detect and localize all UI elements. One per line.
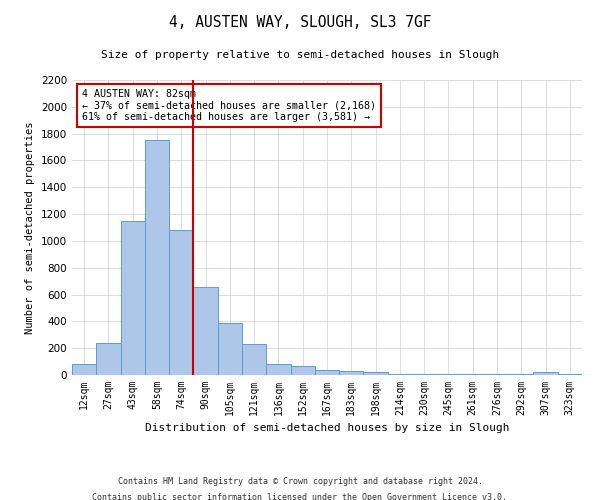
Bar [339, 371, 364, 375]
Bar [193, 286, 218, 375]
Text: 4, AUSTEN WAY, SLOUGH, SL3 7GF: 4, AUSTEN WAY, SLOUGH, SL3 7GF [169, 15, 431, 30]
Bar [218, 322, 242, 375]
Bar [485, 374, 509, 375]
Bar [72, 364, 96, 375]
Bar [533, 372, 558, 375]
Bar [169, 230, 193, 375]
Text: Contains HM Land Registry data © Crown copyright and database right 2024.: Contains HM Land Registry data © Crown c… [118, 478, 482, 486]
Bar [388, 374, 412, 375]
Bar [266, 364, 290, 375]
Text: Size of property relative to semi-detached houses in Slough: Size of property relative to semi-detach… [101, 50, 499, 60]
Bar [558, 374, 582, 375]
Bar [509, 374, 533, 375]
Bar [96, 343, 121, 375]
Bar [290, 366, 315, 375]
Text: Contains public sector information licensed under the Open Government Licence v3: Contains public sector information licen… [92, 492, 508, 500]
Bar [315, 370, 339, 375]
Bar [364, 372, 388, 375]
Text: 4 AUSTEN WAY: 82sqm
← 37% of semi-detached houses are smaller (2,168)
61% of sem: 4 AUSTEN WAY: 82sqm ← 37% of semi-detach… [82, 89, 376, 122]
Bar [121, 221, 145, 375]
Bar [412, 374, 436, 375]
Bar [242, 344, 266, 375]
Bar [436, 374, 461, 375]
Bar [461, 374, 485, 375]
Y-axis label: Number of semi-detached properties: Number of semi-detached properties [25, 121, 35, 334]
Bar [145, 140, 169, 375]
X-axis label: Distribution of semi-detached houses by size in Slough: Distribution of semi-detached houses by … [145, 424, 509, 434]
